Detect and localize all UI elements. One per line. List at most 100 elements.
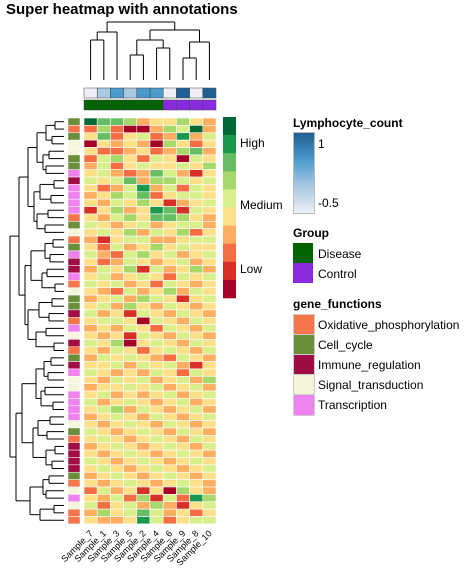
lymphocyte-anno-cell bbox=[149, 87, 164, 99]
heatmap-cell bbox=[176, 405, 190, 414]
heatmap-cell bbox=[83, 508, 98, 517]
heatmap-cell bbox=[110, 206, 124, 215]
heatmap-cell bbox=[110, 390, 124, 399]
heatmap-cell bbox=[162, 206, 177, 215]
heatmap-cell bbox=[176, 368, 190, 377]
heatmap-cell bbox=[189, 464, 204, 473]
heatmap-cell bbox=[136, 479, 151, 488]
heatmap-cell bbox=[83, 198, 98, 207]
heatmap-cell bbox=[123, 390, 138, 399]
heatmap-cell bbox=[110, 339, 124, 348]
heatmap-cell bbox=[83, 442, 98, 451]
heatmap-cell bbox=[202, 412, 217, 421]
heatmap-cell bbox=[189, 479, 204, 488]
heatmap-cell bbox=[136, 486, 151, 495]
heatmap-cell bbox=[136, 331, 151, 340]
heatmap-cell bbox=[123, 257, 138, 266]
heat-legend-swatch bbox=[223, 171, 236, 190]
heatmap-cell bbox=[96, 243, 111, 252]
heatmap-cell bbox=[202, 479, 217, 488]
heatmap-cell bbox=[110, 457, 124, 466]
heatmap-cell bbox=[149, 420, 164, 429]
heatmap-cell bbox=[176, 457, 190, 466]
heatmap-cell bbox=[110, 302, 124, 311]
heatmap-cell bbox=[136, 501, 151, 510]
heatmap-cell bbox=[149, 353, 164, 362]
heatmap-cell bbox=[149, 235, 164, 244]
heatmap-cell bbox=[149, 125, 164, 134]
heatmap-cell bbox=[83, 243, 98, 252]
heatmap-cell bbox=[123, 398, 138, 407]
function-anno-cell bbox=[67, 228, 81, 237]
heatmap-cell bbox=[189, 375, 204, 384]
function-anno-cell bbox=[67, 331, 81, 340]
heatmap-cell bbox=[110, 139, 124, 148]
heatmap-cell bbox=[136, 235, 151, 244]
heatmap-cell bbox=[149, 161, 164, 170]
function-label-immune: Immune_regulation bbox=[318, 358, 421, 372]
function-anno-cell bbox=[67, 339, 81, 348]
function-anno-cell bbox=[67, 324, 81, 333]
lymphocyte-anno-cell bbox=[83, 87, 98, 99]
heatmap-cell bbox=[83, 280, 98, 289]
heatmap-cell bbox=[149, 191, 164, 200]
function-swatch-immune bbox=[293, 354, 315, 376]
function-anno-cell bbox=[67, 353, 81, 362]
heatmap-cell bbox=[149, 339, 164, 348]
heatmap-cell bbox=[96, 294, 111, 303]
heatmap-cell bbox=[176, 508, 190, 517]
heat-legend-high: High bbox=[240, 136, 265, 150]
heatmap-cell bbox=[189, 228, 204, 237]
heatmap-cell bbox=[189, 250, 204, 259]
heatmap-cell bbox=[162, 176, 177, 185]
heatmap-cell bbox=[202, 457, 217, 466]
heatmap-cell bbox=[136, 257, 151, 266]
heatmap-cell bbox=[149, 457, 164, 466]
heatmap-cell bbox=[83, 294, 98, 303]
function-anno-cell bbox=[67, 442, 81, 451]
heatmap-cell bbox=[123, 191, 138, 200]
group-label-disease: Disease bbox=[318, 247, 362, 261]
heatmap-cell bbox=[176, 235, 190, 244]
function-anno-cell bbox=[67, 398, 81, 407]
heatmap-cell bbox=[189, 471, 204, 480]
heatmap-cell bbox=[136, 198, 151, 207]
heatmap-cell bbox=[176, 125, 190, 134]
heatmap-cell bbox=[202, 250, 217, 259]
function-label-signal: Signal_transduction bbox=[318, 378, 424, 392]
heatmap-cell bbox=[189, 139, 204, 148]
sample-labels: Sample_7Sample_1Sample_3Sample_5Sample_2… bbox=[59, 528, 214, 567]
function-swatch-cell-cycle bbox=[293, 334, 315, 356]
heatmap-cell bbox=[110, 494, 124, 503]
group-anno-cell bbox=[202, 99, 217, 111]
heatmap-cell bbox=[136, 368, 151, 377]
heatmap-cell bbox=[189, 132, 204, 141]
heatmap-cell bbox=[189, 324, 204, 333]
heatmap-cell bbox=[123, 435, 138, 444]
heatmap-cell bbox=[202, 324, 217, 333]
heatmap-cell bbox=[202, 154, 217, 163]
function-label-oxidative: Oxidative_phosphorylation bbox=[318, 318, 460, 332]
heatmap-cell bbox=[110, 324, 124, 333]
heatmap-cell bbox=[176, 265, 190, 274]
heatmap-cell bbox=[189, 117, 204, 126]
heatmap-cell bbox=[176, 494, 190, 503]
heatmap-cell bbox=[110, 353, 124, 362]
heatmap-cell bbox=[110, 191, 124, 200]
heatmap-cell bbox=[110, 449, 124, 458]
heatmap-cell bbox=[189, 257, 204, 266]
heatmap-cell bbox=[110, 117, 124, 126]
heatmap-cell bbox=[136, 265, 151, 274]
heatmap-cell bbox=[189, 316, 204, 325]
heatmap-cell bbox=[136, 412, 151, 421]
heat-legend-swatch bbox=[223, 261, 236, 281]
function-anno-cell bbox=[67, 265, 81, 274]
heatmap-cell bbox=[96, 176, 111, 185]
heatmap-cell bbox=[123, 316, 138, 325]
heatmap-cell bbox=[149, 494, 164, 503]
heatmap-cell bbox=[176, 250, 190, 259]
heatmap-cell bbox=[83, 191, 98, 200]
function-anno-cell bbox=[67, 390, 81, 399]
heatmap-cell bbox=[96, 398, 111, 407]
heatmap-cell bbox=[176, 435, 190, 444]
